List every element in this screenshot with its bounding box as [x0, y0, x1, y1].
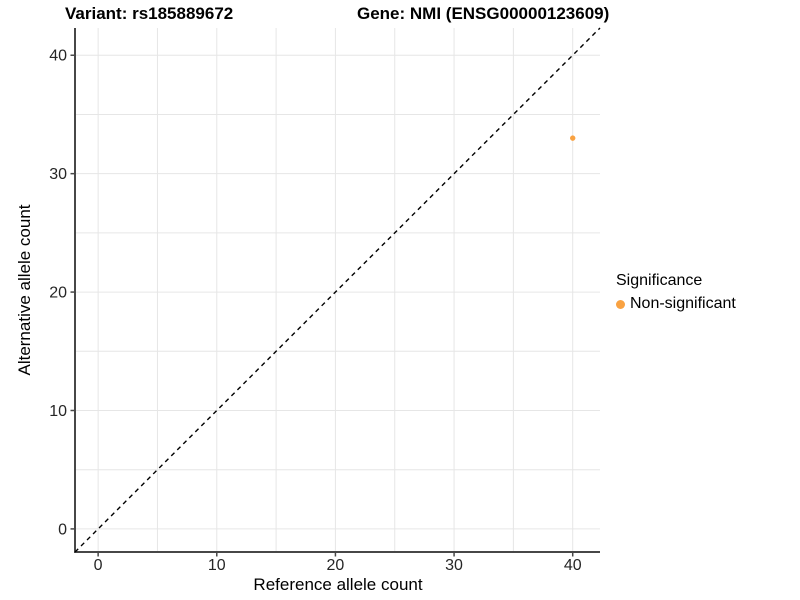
identity-line	[74, 27, 601, 553]
y-tick-label: 0	[58, 521, 67, 538]
x-axis-ticks: 0 10 20 30 40	[94, 552, 582, 574]
y-axis-ticks: 0 10 20 30 40	[49, 48, 75, 538]
x-tick-label: 40	[564, 557, 582, 574]
axis-lines	[74, 28, 600, 553]
legend-entry-label: Non-significant	[630, 295, 736, 312]
gene-title: Gene: NMI (ENSG00000123609)	[357, 4, 610, 23]
legend: Significance Non-significant	[616, 272, 736, 313]
x-tick-label: 10	[208, 557, 226, 574]
y-tick-label: 30	[49, 166, 67, 183]
legend-title: Significance	[616, 272, 703, 289]
x-tick-label: 20	[327, 557, 345, 574]
legend-entry: Non-significant	[616, 295, 736, 313]
data-point	[570, 135, 576, 141]
y-tick-label: 40	[49, 48, 67, 65]
y-axis-title: Alternative allele count	[15, 204, 34, 376]
variant-title: Variant: rs185889672	[65, 4, 234, 23]
x-tick-label: 30	[445, 557, 463, 574]
y-tick-label: 10	[49, 403, 67, 420]
x-tick-label: 0	[94, 557, 103, 574]
x-axis-title: Reference allele count	[253, 575, 423, 594]
data-points	[570, 135, 576, 141]
legend-point-icon	[616, 299, 625, 309]
y-tick-label: 20	[49, 285, 67, 302]
panel-gridlines	[75, 28, 600, 552]
